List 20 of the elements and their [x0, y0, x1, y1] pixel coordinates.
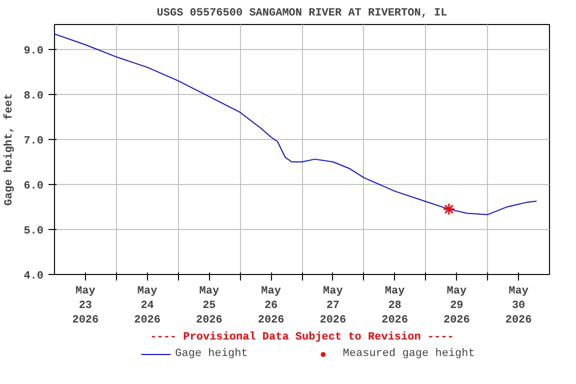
y-tick-label: 8.0 — [24, 90, 44, 102]
x-tick-label: May 27 2026 — [320, 286, 346, 326]
y-tick-label: 6.0 — [24, 180, 44, 192]
y-tick-label: 9.0 — [24, 45, 44, 58]
y-axis-title: Gage height, feet — [2, 93, 16, 206]
x-tick-label: May 24 2026 — [134, 286, 161, 326]
y-tick-label: 5.0 — [24, 225, 44, 238]
chart-title: USGS 05576500 SANGAMON RIVER AT RIVERTON, IL — [156, 8, 448, 20]
x-tick-label: May 29 2026 — [443, 286, 470, 326]
x-tick-label: May 30 2026 — [505, 286, 532, 326]
line-series — [54, 33, 538, 216]
text: ---- Provisional Data Subject to Revision ---- — [150, 332, 454, 344]
y-tick-label: 4.0 — [24, 270, 44, 282]
x-tick-label: May 25 2026 — [196, 286, 222, 326]
legend-label: Measured gage height — [342, 348, 475, 360]
y-tick-label: 7.0 — [24, 135, 44, 148]
x-tick-label: May 23 2026 — [72, 286, 99, 326]
x-tick-label: May 28 2026 — [382, 286, 408, 326]
legend-label: Gage height — [175, 348, 248, 360]
x-tick-label: May 26 2026 — [258, 286, 284, 326]
